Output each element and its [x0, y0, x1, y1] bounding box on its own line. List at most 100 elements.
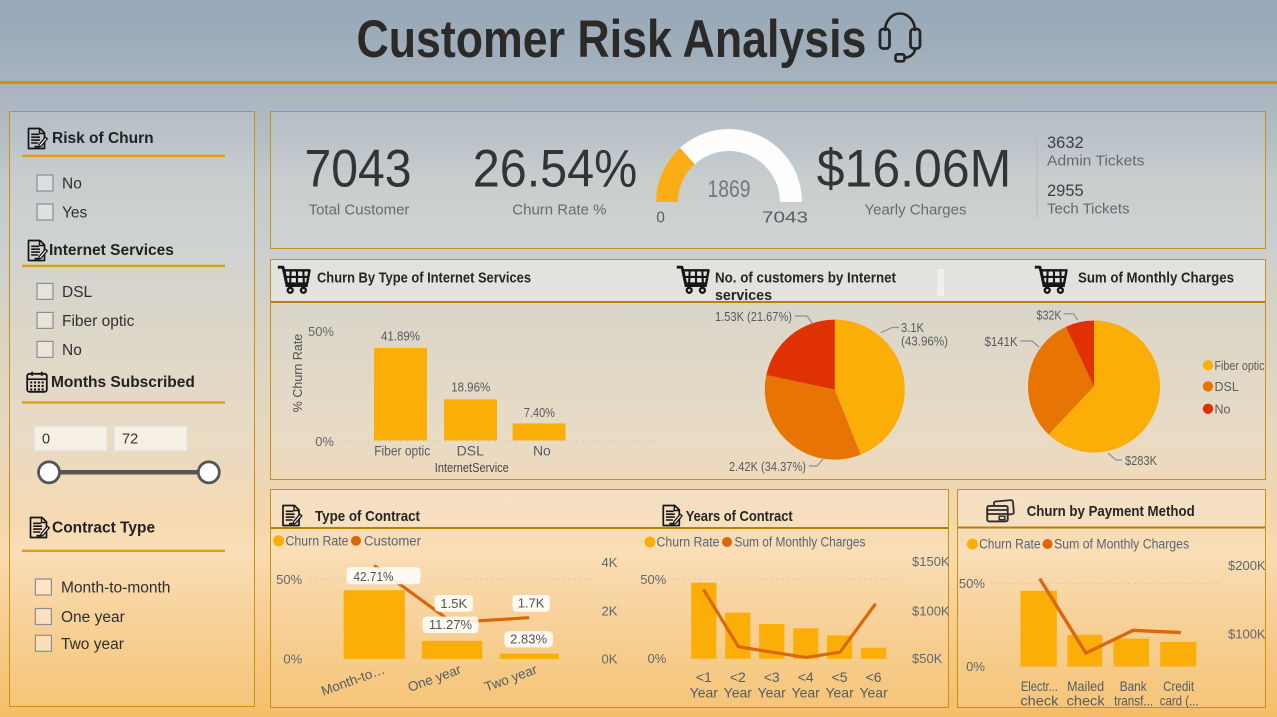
svg-text:2.83%: 2.83%	[510, 632, 547, 647]
svg-text:2955: 2955	[1047, 182, 1084, 200]
svg-text:card (...: card (...	[1160, 693, 1199, 709]
svg-text:0: 0	[42, 432, 50, 448]
svg-text:0K: 0K	[602, 652, 618, 667]
svg-text:$200K: $200K	[1228, 558, 1266, 573]
svg-text:check: check	[1020, 693, 1059, 709]
svg-text:50%: 50%	[276, 572, 302, 587]
svg-text:Year: Year	[792, 685, 821, 701]
svg-text:No: No	[1215, 403, 1231, 417]
svg-text:Sum of Monthly Charges: Sum of Monthly Charges	[735, 535, 866, 550]
svg-text:Total Customer: Total Customer	[309, 202, 410, 219]
svg-text:$100K: $100K	[1228, 626, 1266, 641]
svg-text:Internet Services: Internet Services	[49, 242, 174, 259]
svg-text:<5: <5	[832, 669, 848, 685]
svg-text:Yearly Charges: Yearly Charges	[864, 202, 966, 219]
svg-text:One year: One year	[406, 662, 464, 695]
svg-text:<1: <1	[696, 669, 712, 685]
svg-text:18.96%: 18.96%	[451, 379, 490, 394]
svg-text:services: services	[715, 287, 772, 304]
svg-text:7043: 7043	[305, 139, 412, 198]
svg-text:Churn Rate: Churn Rate	[657, 535, 720, 550]
svg-text:DSL: DSL	[1215, 380, 1239, 394]
svg-text:$32K: $32K	[1037, 308, 1062, 323]
svg-text:3.1K: 3.1K	[901, 320, 924, 335]
svg-text:No: No	[62, 342, 82, 359]
svg-text:50%: 50%	[308, 324, 334, 339]
svg-text:<2: <2	[730, 669, 746, 685]
svg-text:Bank: Bank	[1120, 678, 1148, 694]
svg-text:50%: 50%	[640, 572, 666, 587]
svg-text:1.53K (21.67%): 1.53K (21.67%)	[715, 309, 792, 324]
svg-text:Churn Rate: Churn Rate	[979, 537, 1041, 552]
svg-text:transf...: transf...	[1114, 693, 1153, 709]
svg-text:Churn By Type of Internet Serv: Churn By Type of Internet Services	[317, 270, 531, 287]
svg-text:One year: One year	[61, 609, 125, 626]
svg-text:0%: 0%	[648, 651, 667, 666]
svg-text:42.71%: 42.71%	[354, 569, 394, 584]
svg-text:$141K: $141K	[985, 334, 1018, 349]
svg-text:<6: <6	[866, 669, 882, 685]
svg-text:Year: Year	[825, 685, 854, 701]
svg-text:$100K: $100K	[912, 603, 949, 618]
svg-text:72: 72	[122, 432, 138, 448]
svg-text:% Churn Rate: % Churn Rate	[291, 334, 305, 413]
svg-text:Electr...: Electr...	[1021, 678, 1058, 694]
svg-text:Sum of Monthly Charges: Sum of Monthly Charges	[1054, 537, 1189, 552]
svg-text:DSL: DSL	[457, 443, 484, 459]
svg-text:Year: Year	[690, 685, 719, 701]
svg-text:Mailed: Mailed	[1067, 678, 1104, 694]
svg-text:Months Subscribed: Months Subscribed	[51, 374, 195, 391]
svg-text:InternetService: InternetService	[435, 460, 509, 475]
svg-text:Two year: Two year	[482, 662, 539, 695]
svg-text:3632: 3632	[1047, 134, 1084, 152]
svg-text:Contract Type: Contract Type	[52, 520, 155, 537]
svg-text:Type of Contract: Type of Contract	[315, 508, 420, 525]
svg-text:Year: Year	[724, 685, 753, 701]
svg-text:Churn Rate %: Churn Rate %	[512, 202, 606, 219]
svg-text:26.54%: 26.54%	[473, 139, 638, 198]
svg-text:$16.06M: $16.06M	[817, 139, 1012, 198]
svg-text:(43.96%): (43.96%)	[901, 334, 948, 349]
svg-text:Month-to…: Month-to…	[319, 662, 387, 699]
svg-text:<4: <4	[798, 669, 814, 685]
svg-text:Churn by Payment Method: Churn by Payment Method	[1027, 503, 1195, 520]
svg-text:Year: Year	[758, 685, 787, 701]
svg-text:Fiber optic: Fiber optic	[1215, 359, 1265, 373]
svg-text:Risk of Churn: Risk of Churn	[52, 130, 154, 147]
svg-text:No: No	[62, 176, 82, 193]
svg-text:Tech Tickets: Tech Tickets	[1047, 201, 1130, 218]
svg-text:4K: 4K	[602, 555, 618, 570]
svg-text:11.27%: 11.27%	[429, 617, 473, 632]
svg-text:Two year: Two year	[61, 636, 124, 653]
svg-text:Years of Contract: Years of Contract	[686, 508, 793, 525]
svg-text:0%: 0%	[315, 434, 334, 449]
svg-text:Fiber optic: Fiber optic	[374, 443, 430, 459]
svg-text:Credit: Credit	[1163, 678, 1194, 694]
svg-text:7.40%: 7.40%	[524, 405, 555, 420]
svg-text:1.5K: 1.5K	[440, 596, 467, 611]
svg-text:No: No	[533, 443, 551, 459]
svg-text:No. of customers by Internet: No. of customers by Internet	[715, 270, 896, 287]
svg-text:$50K: $50K	[912, 651, 943, 666]
svg-text:$150K: $150K	[912, 554, 949, 569]
svg-text:0: 0	[656, 210, 665, 227]
svg-text:0%: 0%	[283, 651, 302, 666]
svg-text:1869: 1869	[708, 176, 751, 203]
svg-text:Year: Year	[859, 685, 888, 701]
svg-text:Customer: Customer	[364, 534, 421, 549]
svg-text:0%: 0%	[966, 659, 985, 674]
svg-text:Month-to-month: Month-to-month	[61, 580, 170, 597]
svg-text:Admin Tickets: Admin Tickets	[1047, 153, 1145, 170]
svg-text:2K: 2K	[602, 604, 618, 619]
svg-text:Fiber optic: Fiber optic	[62, 313, 135, 330]
svg-text:41.89%: 41.89%	[381, 328, 420, 343]
svg-text:check: check	[1067, 693, 1106, 709]
svg-text:Yes: Yes	[62, 205, 88, 222]
svg-text:7043: 7043	[762, 210, 808, 227]
svg-text:1.7K: 1.7K	[518, 595, 545, 610]
svg-text:Sum of Monthly Charges: Sum of Monthly Charges	[1078, 270, 1234, 287]
svg-text:<3: <3	[764, 669, 780, 685]
svg-text:DSL: DSL	[62, 284, 93, 301]
svg-text:$283K: $283K	[1125, 453, 1157, 468]
svg-text:50%: 50%	[959, 576, 985, 591]
